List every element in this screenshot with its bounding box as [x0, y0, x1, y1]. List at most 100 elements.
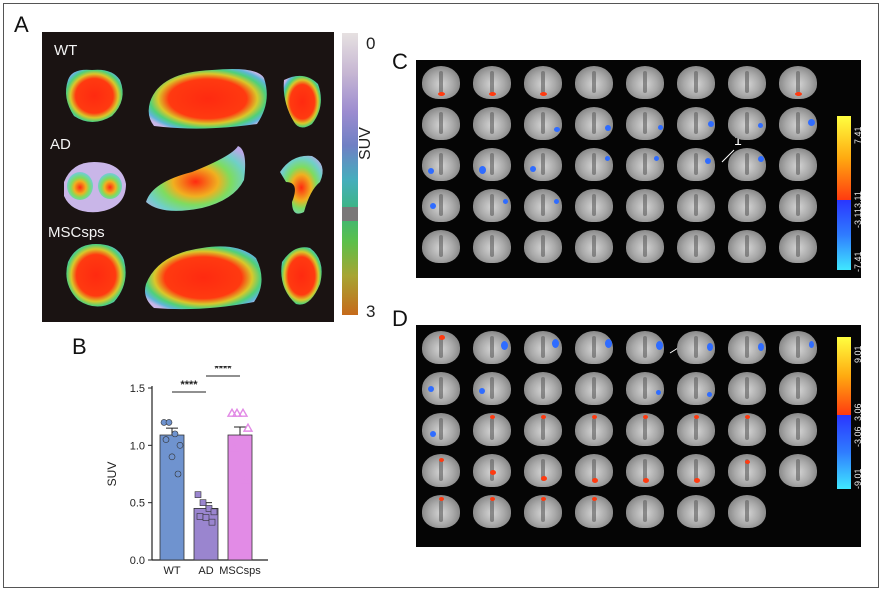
panel-d-activation-spot: [809, 341, 814, 348]
panel-c-slice: [779, 230, 817, 263]
data-point: [194, 491, 202, 498]
panel-c-slice: [677, 66, 715, 99]
y-tick-label: 1.0: [130, 440, 145, 452]
panel-c-activation-spot: [540, 92, 547, 96]
panel-c-activation-spot: [530, 166, 536, 172]
panel-d-activation-spot: [541, 497, 546, 501]
panel-c-activation-spot: [808, 119, 815, 126]
panel-c-slice: [575, 66, 613, 99]
panel-label-a: A: [14, 12, 29, 37]
panel-d-activation-spot: [490, 497, 495, 501]
panel-d-activation-spot: [541, 415, 546, 419]
panel-d-slice: [473, 331, 511, 364]
data-point: [234, 457, 246, 467]
panel-label-c: C: [392, 49, 408, 74]
y-tick-label: 1.5: [130, 383, 145, 395]
panel-d-activation-spot: [490, 415, 495, 419]
panel-c-slice: [728, 66, 766, 99]
panel-c-brain-slices: 7.41 3.11 -3.11 -7.41 1: [416, 60, 863, 278]
panel-c-slice: [626, 189, 664, 222]
mscsps-coronal: [66, 244, 126, 307]
panel-c-slice: [677, 189, 715, 222]
panel-d-slice: [575, 372, 613, 405]
panel-c-slice: [575, 148, 613, 181]
panel-d-activation-spot: [656, 390, 661, 395]
panel-d-activation-spot: [430, 431, 436, 437]
panel-d-activation-spot: [605, 339, 612, 348]
panel-a-pet-images: WT AD MSCsps: [42, 32, 334, 322]
panel-d-slice: [728, 372, 766, 405]
panel-c-slice: [524, 148, 562, 181]
panel-d-activation-spot: [694, 478, 700, 483]
panel-d-activation-spot: [694, 415, 699, 419]
panel-d-activation-spot: [439, 335, 445, 340]
panel-c-slice: [473, 189, 511, 222]
data-point: [165, 419, 173, 426]
panel-c-slice: [626, 148, 664, 181]
data-point: [205, 505, 213, 512]
panel-c-annotation: 1: [734, 132, 742, 148]
panel-d-slice: [626, 413, 664, 446]
panel-d-slice: [626, 495, 664, 528]
panel-d-activation-spot: [745, 460, 750, 464]
colorbar-top-label: 0: [366, 34, 376, 53]
panel-c-slice: [473, 107, 511, 140]
panel-c-slice: [779, 148, 817, 181]
panel-c-activation-spot: [503, 199, 508, 204]
panel-d-slice: [779, 372, 817, 405]
y-tick-label: 0.5: [130, 498, 145, 510]
figure-frame: [3, 3, 879, 588]
data-point: [174, 470, 182, 478]
x-tick-label: MSCsps: [219, 565, 261, 577]
data-point: [162, 436, 170, 443]
panel-c-slice: [473, 230, 511, 263]
panel-d-colorbar-negative: [837, 415, 851, 489]
panel-c-slice: [728, 189, 766, 222]
suv-bar-chart: 0.0 0.5 1.0 1.5 SUV WT AD MSCsps **** ****: [105, 366, 268, 577]
significance-label: ****: [214, 366, 232, 375]
panel-d-activation-spot: [439, 458, 444, 462]
panel-c-annotation-line: [721, 149, 735, 163]
panel-d-activation-spot: [592, 497, 597, 501]
panel-d-slice: [524, 372, 562, 405]
panel-c-activation-spot: [605, 156, 610, 161]
panel-d-activation-spot: [643, 415, 648, 419]
data-point: [237, 407, 249, 417]
panel-c-activation-spot: [430, 203, 436, 209]
panel-d-activation-spot: [592, 478, 598, 483]
panel-c-slice: [728, 148, 766, 181]
panel-c-slice: [422, 107, 460, 140]
panel-label-d: D: [392, 306, 408, 331]
panel-d-activation-spot: [541, 476, 547, 481]
panel-c-slice: [422, 148, 460, 181]
panel-c-activation-spot: [758, 156, 764, 162]
panel-c-activation-spot: [428, 168, 434, 174]
panel-d-brain-slices: 9.01 3.06 -3.06 -9.01 1: [416, 325, 863, 547]
panel-c-activation-spot: [554, 199, 559, 204]
group-label-wt: WT: [54, 42, 78, 59]
data-point: [210, 508, 218, 516]
panel-d-activation-spot: [592, 415, 597, 419]
data-point: [226, 407, 238, 417]
significance-label: ****: [180, 379, 198, 391]
y-axis-label: SUV: [105, 462, 119, 487]
panel-d-activation-spot: [758, 343, 764, 351]
ad-sagittal: [146, 146, 246, 211]
panel-d-slice: [728, 495, 766, 528]
panel-c-activation-spot: [658, 125, 663, 130]
panel-d-activation-spot: [490, 470, 496, 475]
data-point: [196, 513, 204, 520]
panel-c-activation-spot: [705, 158, 711, 164]
panel-c-slice: [677, 148, 715, 181]
bar: [159, 434, 185, 561]
panel-d-slice: [677, 495, 715, 528]
ad-coronal-right: [98, 173, 122, 199]
panel-d-slice: [677, 372, 715, 405]
colorbar-marker: [342, 207, 358, 221]
panel-c-slice: [728, 230, 766, 263]
panel-c-colorbar-negative: [837, 200, 851, 270]
bar: [227, 434, 253, 561]
group-label-mscsps: MSCsps: [48, 224, 105, 241]
panel-c-activation-spot: [654, 156, 659, 161]
panel-d-activation-spot: [745, 415, 750, 419]
